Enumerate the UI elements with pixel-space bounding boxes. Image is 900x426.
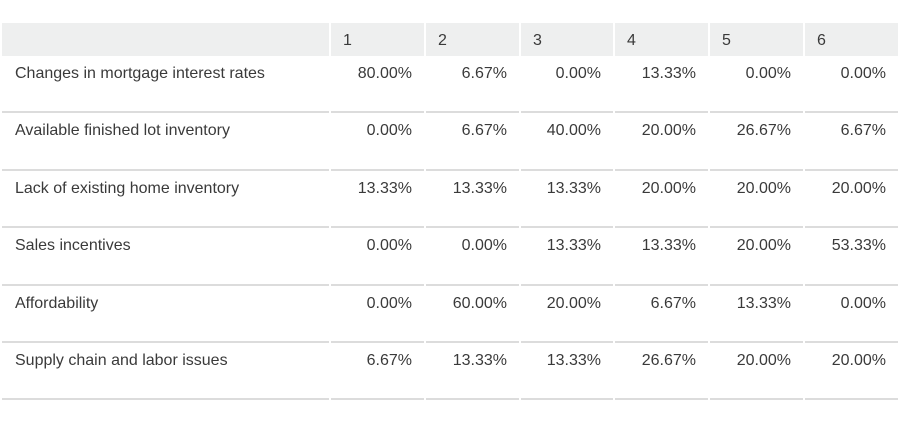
table-cell: 20.00% [831, 352, 886, 369]
row-divider [615, 111, 708, 114]
row-label: Supply chain and labor issues [15, 352, 228, 369]
table-cell: 20.00% [641, 122, 696, 140]
column-header: 5 [722, 32, 731, 49]
row-divider [615, 168, 708, 171]
row-divider [805, 398, 898, 401]
row-divider [615, 283, 708, 286]
row-divider [805, 168, 898, 171]
table-cell: 0.00% [461, 237, 507, 255]
column-header: 6 [817, 32, 826, 49]
table-cell: 6.67% [650, 294, 696, 312]
row-divider [521, 283, 613, 286]
row-label: Affordability [15, 294, 99, 312]
row-divider [331, 283, 424, 286]
column-header: 2 [438, 32, 447, 49]
column-header: 1 [343, 32, 352, 49]
row-divider [521, 226, 613, 229]
row-divider [710, 226, 803, 229]
header-cell-bg [710, 23, 803, 56]
header-cell-bg [805, 23, 898, 56]
row-label: Changes in mortgage interest rates [15, 65, 265, 82]
row-divider [805, 226, 898, 229]
row-label: Available finished lot inventory [15, 122, 230, 140]
row-divider [331, 168, 424, 171]
row-divider [521, 341, 613, 343]
table-cell: 20.00% [736, 179, 791, 197]
table-cell: 13.33% [641, 237, 696, 255]
column-header: 4 [627, 32, 636, 49]
row-divider [426, 111, 519, 114]
row-divider [426, 398, 519, 401]
row-divider [331, 341, 424, 343]
row-divider [426, 283, 519, 286]
table-cell: 26.67% [736, 122, 791, 140]
table-cell: 13.33% [736, 294, 791, 312]
table-cell: 53.33% [831, 237, 886, 255]
table-cell: 13.33% [641, 65, 696, 82]
column-header: 3 [533, 32, 542, 49]
row-divider [521, 168, 613, 171]
row-divider [615, 226, 708, 229]
row-divider [2, 398, 329, 401]
table-cell: 60.00% [452, 294, 507, 312]
table-cell: 0.00% [840, 65, 886, 82]
header-cell-bg [2, 23, 329, 56]
table-cell: 13.33% [357, 179, 412, 197]
table-cell: 20.00% [546, 294, 601, 312]
row-label: Lack of existing home inventory [15, 179, 240, 197]
table-cell: 6.67% [840, 122, 886, 140]
row-divider [805, 341, 898, 343]
row-divider [710, 283, 803, 286]
row-divider [615, 341, 708, 343]
row-divider [710, 398, 803, 401]
row-divider [426, 226, 519, 229]
row-divider [2, 283, 329, 286]
row-divider [2, 111, 329, 114]
row-divider [2, 341, 329, 343]
table-cell: 20.00% [736, 352, 791, 369]
table-cell: 40.00% [546, 122, 601, 140]
row-divider [521, 111, 613, 114]
table-cell: 20.00% [831, 179, 886, 197]
table-cell: 0.00% [840, 294, 886, 312]
row-label: Sales incentives [15, 237, 131, 255]
table-cell: 6.67% [461, 65, 507, 82]
table-cell: 0.00% [555, 65, 601, 82]
table-cell: 0.00% [366, 237, 412, 255]
table-cell: 6.67% [461, 122, 507, 140]
table-cell: 13.33% [546, 237, 601, 255]
row-divider [710, 168, 803, 171]
table-cell: 20.00% [641, 179, 696, 197]
header-cell-bg [426, 23, 519, 56]
row-divider [805, 111, 898, 114]
table-cell: 13.33% [452, 352, 507, 369]
row-divider [331, 226, 424, 229]
table-cell: 13.33% [546, 179, 601, 197]
row-divider [331, 111, 424, 114]
table-cell: 6.67% [366, 352, 412, 369]
header-cell-bg [521, 23, 613, 56]
row-divider [710, 341, 803, 343]
row-divider [805, 283, 898, 286]
row-divider [426, 341, 519, 343]
table-cell: 0.00% [366, 294, 412, 312]
row-divider [2, 226, 329, 229]
row-divider [331, 398, 424, 401]
table-cell: 20.00% [736, 237, 791, 255]
table-cell: 13.33% [452, 179, 507, 197]
header-cell-bg [615, 23, 708, 56]
table-cell: 0.00% [366, 122, 412, 140]
row-divider [2, 168, 329, 171]
row-divider [521, 398, 613, 401]
table-cell: 80.00% [357, 65, 412, 82]
row-divider [426, 168, 519, 171]
row-divider [615, 398, 708, 401]
table-cell: 13.33% [546, 352, 601, 369]
row-divider [710, 111, 803, 114]
header-cell-bg [331, 23, 424, 56]
table-cell: 26.67% [641, 352, 696, 369]
table-cell: 0.00% [745, 65, 791, 82]
